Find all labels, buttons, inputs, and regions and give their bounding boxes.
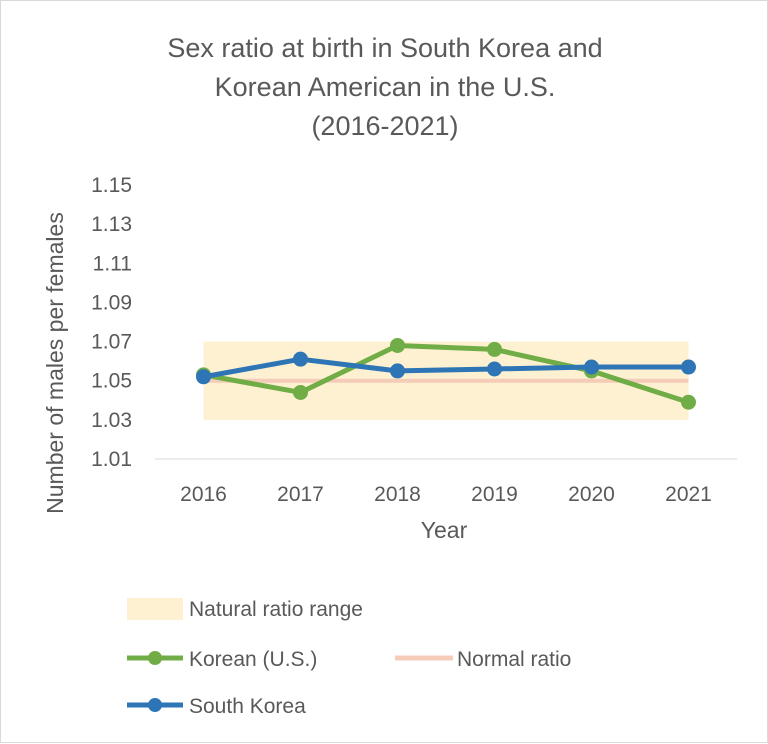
data-point-south-korea: [390, 363, 405, 379]
chart-title-line-3: (2016-2021): [311, 111, 459, 141]
legend-label-south-korea: South Korea: [189, 695, 306, 718]
data-point-south-korea: [584, 359, 599, 375]
legend-marker-south-korea: [148, 698, 162, 712]
x-tick-label: 2016: [180, 483, 227, 506]
chart-title-line-2: Korean American in the U.S.: [214, 72, 556, 102]
y-tick-label: 1.03: [91, 409, 132, 432]
legend-label-normal-ratio: Normal ratio: [457, 648, 571, 671]
legend-label-natural-ratio-range: Natural ratio range: [189, 598, 363, 621]
x-tick-label: 2021: [665, 483, 712, 506]
legend: Natural ratio range Korean (U.S.) Normal…: [127, 598, 571, 718]
chart-title: Sex ratio at birth in South Korea and Ko…: [85, 29, 685, 146]
y-tick-label: 1.15: [91, 174, 132, 197]
x-axis-title: Year: [421, 517, 468, 543]
x-tick-label: 2019: [471, 483, 518, 506]
y-tick-label: 1.09: [91, 291, 132, 314]
y-axis-title: Number of males per females: [42, 212, 68, 514]
y-tick-label: 1.13: [91, 213, 132, 236]
x-tick-label: 2018: [374, 483, 421, 506]
y-tick-label: 1.01: [91, 448, 132, 471]
legend-label-korean-us: Korean (U.S.): [189, 648, 317, 671]
data-point-korean-u-s: [487, 341, 502, 357]
x-tick-label: 2020: [568, 483, 615, 506]
legend-marker-korean-us: [148, 651, 162, 665]
x-tick-label: 2017: [277, 483, 324, 506]
data-point-korean-u-s: [681, 394, 696, 410]
y-tick-label: 1.11: [93, 252, 132, 275]
data-point-south-korea: [293, 351, 308, 367]
y-tick-label: 1.05: [91, 370, 132, 393]
chart-title-line-1: Sex ratio at birth in South Korea and: [167, 33, 603, 63]
series-line-korean-u-s: [201, 342, 691, 405]
y-tick-label: 1.07: [91, 331, 132, 354]
data-point-south-korea: [681, 359, 696, 375]
data-point-korean-u-s: [390, 337, 405, 353]
data-point-south-korea: [487, 361, 502, 377]
data-point-korean-u-s: [293, 384, 308, 400]
legend-swatch-natural-ratio-range: [127, 598, 183, 620]
data-point-south-korea: [196, 369, 211, 385]
series-line-south-korea: [201, 356, 691, 380]
